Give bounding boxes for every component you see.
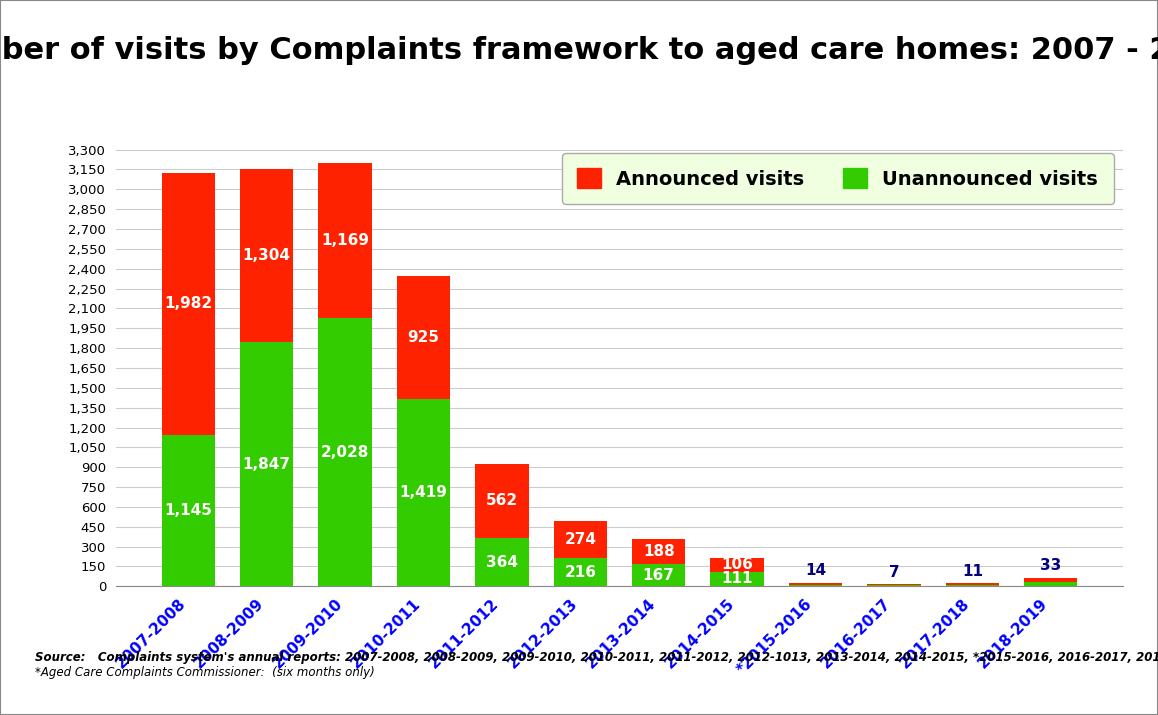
Bar	[397, 398, 450, 586]
Text: 1,304: 1,304	[243, 248, 291, 263]
Text: 188: 188	[643, 544, 675, 559]
Text: 106: 106	[721, 557, 753, 572]
Bar	[789, 583, 842, 585]
Text: 2,028: 2,028	[321, 445, 369, 460]
Bar	[240, 169, 293, 342]
Bar	[475, 538, 528, 586]
Bar	[1024, 578, 1077, 582]
Bar	[240, 342, 293, 586]
Bar	[632, 539, 686, 564]
Text: 216: 216	[564, 565, 596, 580]
Bar	[1024, 582, 1077, 586]
Text: 274: 274	[564, 532, 596, 547]
Legend: Announced visits, Unannounced visits: Announced visits, Unannounced visits	[562, 153, 1114, 204]
Bar	[711, 571, 764, 586]
Bar	[554, 558, 607, 586]
Text: Number of visits by Complaints framework to aged care homes: 2007 - 2019: Number of visits by Complaints framework…	[0, 36, 1158, 64]
Text: 11: 11	[962, 563, 983, 578]
Bar	[475, 464, 528, 538]
Bar	[397, 276, 450, 398]
Text: 1,847: 1,847	[243, 457, 291, 472]
Text: 167: 167	[643, 568, 675, 583]
Text: Source:   Complaints system's annual reports: 2007-2008, 2008-2009, 2009-2010, 2: Source: Complaints system's annual repor…	[35, 651, 1158, 664]
Text: 33: 33	[1040, 558, 1062, 573]
Text: 1,982: 1,982	[164, 296, 212, 311]
Text: 925: 925	[408, 330, 440, 345]
Text: 111: 111	[721, 571, 753, 586]
Text: 1,169: 1,169	[321, 233, 369, 248]
Bar	[946, 583, 999, 585]
Text: 14: 14	[805, 563, 826, 578]
Bar	[162, 172, 215, 435]
Bar	[554, 521, 607, 558]
Bar	[632, 564, 686, 586]
Bar	[318, 163, 372, 318]
Bar	[162, 435, 215, 586]
Text: 1,419: 1,419	[400, 485, 447, 500]
Bar	[789, 585, 842, 586]
Text: 7: 7	[888, 565, 900, 580]
Bar	[867, 584, 921, 586]
Text: 1,145: 1,145	[164, 503, 212, 518]
Text: *Aged Care Complaints Commissioner:  (six months only): *Aged Care Complaints Commissioner: (six…	[35, 666, 374, 679]
Text: 562: 562	[486, 493, 518, 508]
Bar	[318, 318, 372, 586]
Bar	[946, 585, 999, 586]
Bar	[711, 558, 764, 571]
Text: 364: 364	[486, 555, 518, 570]
